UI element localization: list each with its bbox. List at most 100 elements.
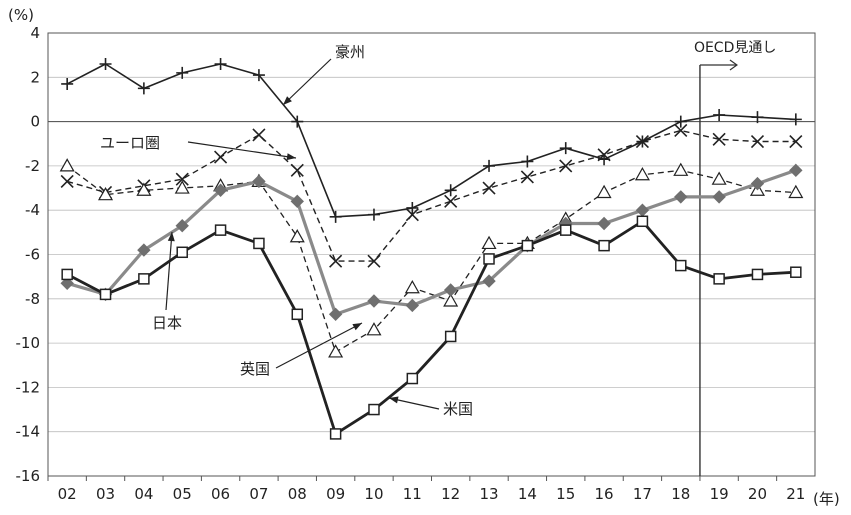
series-square xyxy=(61,215,802,440)
data-point xyxy=(713,108,726,121)
data-point xyxy=(674,123,688,138)
series-label: 米国 xyxy=(443,400,473,418)
y-unit-label: (%) xyxy=(8,6,34,24)
x-tick-label: 13 xyxy=(479,485,498,503)
y-tick-label: -10 xyxy=(16,334,41,352)
forecast-marker: OECD見通し xyxy=(694,40,776,476)
x-tick-label: 16 xyxy=(595,485,614,503)
series-line xyxy=(66,219,796,436)
data-point xyxy=(137,82,150,95)
data-point xyxy=(598,239,610,252)
leader-line xyxy=(282,58,332,106)
x-tick-label: 11 xyxy=(403,485,422,503)
data-point xyxy=(750,134,765,149)
data-point xyxy=(59,158,75,172)
x-tick-label: 02 xyxy=(58,485,77,503)
data-point xyxy=(788,184,804,199)
data-point xyxy=(674,190,688,204)
series-x xyxy=(60,123,803,268)
data-point xyxy=(329,254,343,268)
x-tick-label: 05 xyxy=(173,485,192,503)
data-point xyxy=(635,203,650,217)
data-point xyxy=(329,210,342,223)
forecast-arrow-head xyxy=(729,59,738,71)
data-point xyxy=(252,69,265,82)
data-point xyxy=(443,283,458,297)
data-point xyxy=(175,218,189,233)
data-point xyxy=(137,243,151,257)
data-point xyxy=(367,254,381,268)
leader-arrowhead xyxy=(352,323,362,331)
data-point xyxy=(290,163,304,177)
series-label: 英国 xyxy=(240,360,270,378)
y-tick-label: -12 xyxy=(16,378,41,396)
x-unit-label: (年) xyxy=(813,490,840,508)
data-point xyxy=(634,167,650,181)
data-point xyxy=(444,184,457,197)
data-point xyxy=(252,174,266,189)
x-tick-label: 03 xyxy=(96,485,115,503)
data-point xyxy=(789,163,803,178)
data-point xyxy=(136,182,152,196)
series-label: 豪州 xyxy=(335,43,365,61)
x-tick-label: 14 xyxy=(518,485,537,503)
data-point xyxy=(176,66,189,79)
data-point xyxy=(673,162,689,176)
x-tick-label: 21 xyxy=(786,485,805,503)
series-line xyxy=(66,168,797,316)
data-point xyxy=(329,428,342,440)
leader-arrowhead xyxy=(167,232,175,242)
data-point xyxy=(174,180,190,194)
data-point xyxy=(214,150,228,164)
data-point xyxy=(444,330,457,343)
data-point xyxy=(328,307,343,322)
data-point xyxy=(367,294,381,308)
x-tick-label: 04 xyxy=(134,485,153,503)
data-point xyxy=(712,190,726,204)
x-tick-label: 06 xyxy=(211,485,230,503)
x-tick-label: 15 xyxy=(556,485,575,503)
x-tick-label: 19 xyxy=(710,485,729,503)
data-point xyxy=(290,194,304,209)
series-label: 日本 xyxy=(152,314,182,332)
data-point xyxy=(521,239,534,252)
data-point xyxy=(406,201,419,214)
data-point xyxy=(61,268,73,281)
data-point xyxy=(328,344,344,358)
x-tick-label: 17 xyxy=(633,485,652,503)
y-tick-label: -16 xyxy=(16,467,41,485)
y-tick-label: -8 xyxy=(25,290,40,308)
data-point xyxy=(482,181,496,195)
data-point xyxy=(713,273,725,285)
data-point xyxy=(405,298,420,313)
data-point xyxy=(635,134,649,149)
data-point xyxy=(214,58,227,71)
x-tick-label: 08 xyxy=(288,485,307,503)
data-point xyxy=(99,58,112,71)
data-point xyxy=(597,148,611,162)
leader-arrowhead xyxy=(389,396,399,404)
y-tick-label: -4 xyxy=(25,201,40,219)
series-line xyxy=(66,165,796,353)
data-point xyxy=(481,235,497,250)
y-tick-label: 4 xyxy=(30,24,40,42)
series-label-group: 豪州 xyxy=(282,43,365,106)
data-point xyxy=(674,115,687,128)
series-diamond xyxy=(60,163,803,322)
x-tick-label: 09 xyxy=(326,485,345,503)
data-point xyxy=(521,155,534,168)
leader-line xyxy=(187,141,297,159)
data-point xyxy=(405,208,419,222)
data-point xyxy=(252,128,266,142)
x-tick-label: 12 xyxy=(441,485,460,503)
y-tick-label: 0 xyxy=(30,113,40,131)
data-point xyxy=(559,224,572,236)
data-point xyxy=(61,77,74,90)
data-point xyxy=(175,172,189,186)
data-point xyxy=(213,183,228,197)
leader-line xyxy=(165,231,173,311)
data-point xyxy=(253,237,265,250)
